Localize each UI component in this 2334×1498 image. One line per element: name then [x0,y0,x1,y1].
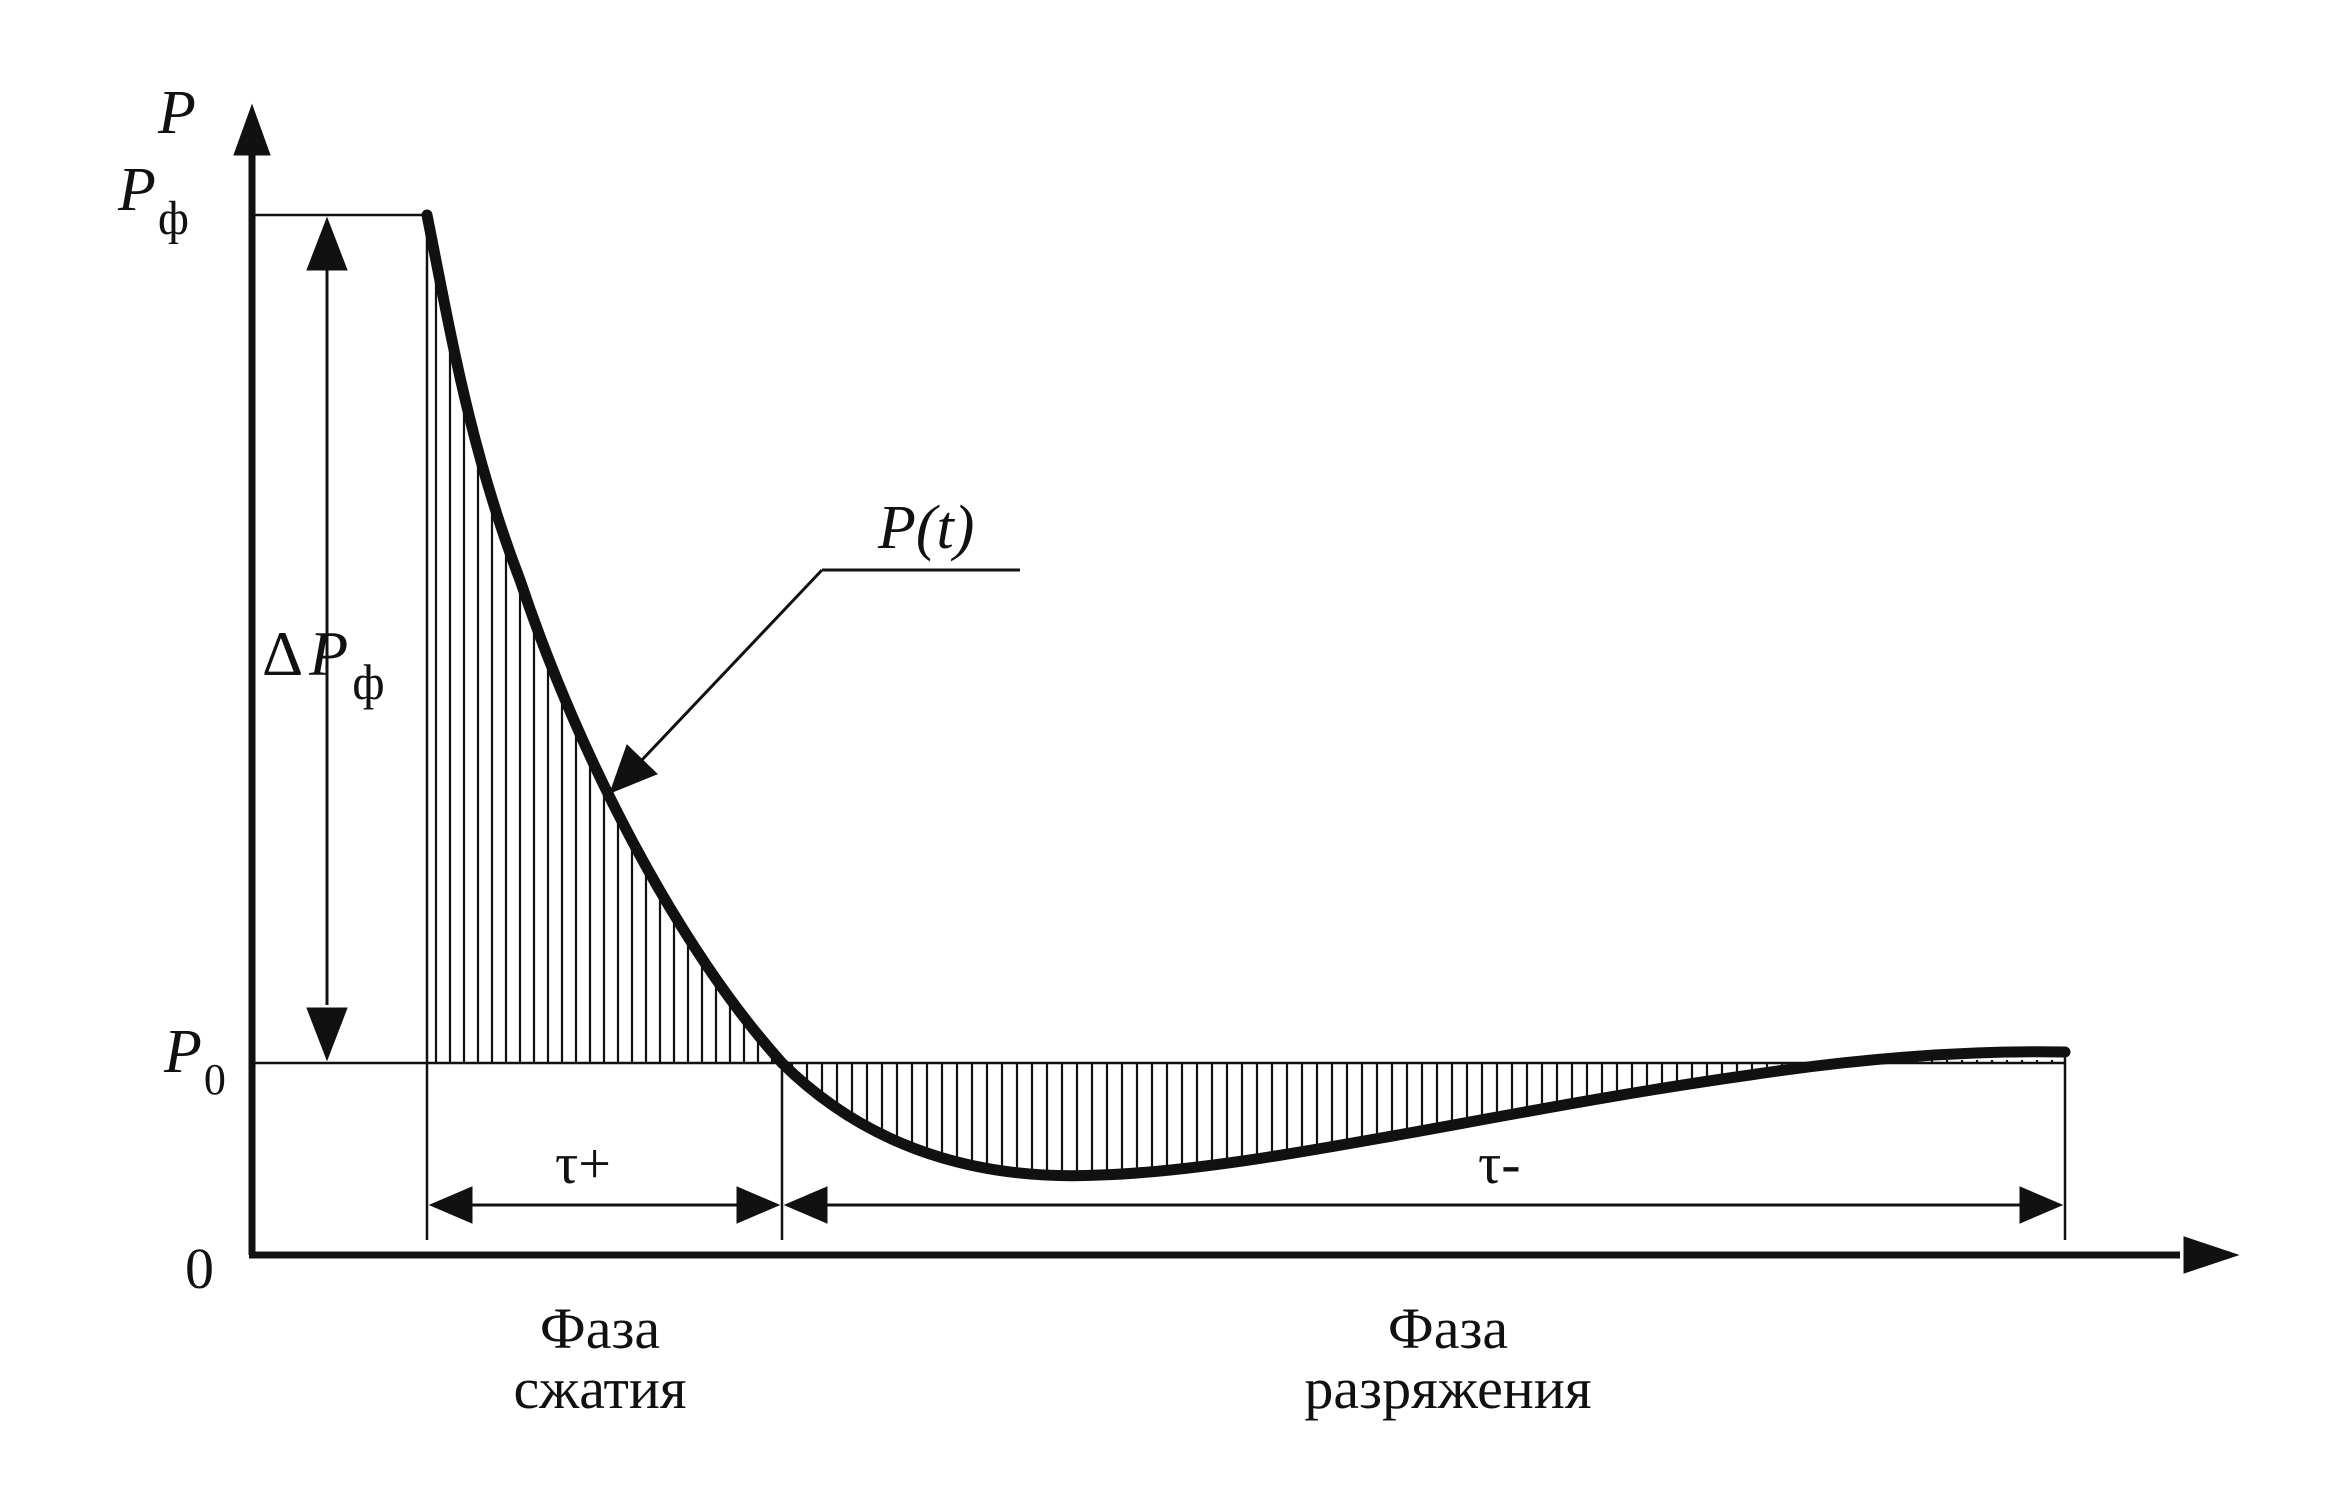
x-axis-arrow-icon [2183,1236,2240,1274]
compression-hatching [434,215,774,1063]
rarefaction-phase-label-line1: Фаза [1388,1296,1508,1361]
p0-level-label: P0 [163,1018,226,1104]
amplitude-arrow [306,216,348,1062]
pf-level-label: Pф [117,156,189,245]
rarefaction-phase-label-line2: разряжения [1304,1356,1591,1421]
leader-arrow-icon [609,744,658,794]
tau-minus-left-arrow-icon [783,1186,828,1224]
arrow-up-icon [306,216,348,271]
compression-phase-label-line2: сжатия [513,1356,686,1421]
curve-label: P(t) [877,494,974,562]
reference-lines [252,213,2067,1240]
tau-minus-right-arrow-icon [2019,1186,2064,1224]
curve-label-leader [609,568,1020,794]
y-axis-label: P [157,79,196,147]
pressure-curve [421,209,2071,1182]
tau-plus-right-arrow-icon [736,1186,781,1224]
arrow-down-icon [306,1007,348,1062]
tau-minus-label: τ- [1478,1131,1521,1196]
axes [233,103,2240,1274]
tau-plus-left-arrow-icon [428,1186,473,1224]
compression-phase-label-line1: Фаза [540,1296,660,1361]
y-axis-arrow-icon [233,103,271,156]
amplitude-label: ΔPф [262,618,385,710]
duration-arrows [428,1186,2064,1224]
tau-plus-label: τ+ [555,1131,611,1196]
origin-label: 0 [185,1236,214,1301]
